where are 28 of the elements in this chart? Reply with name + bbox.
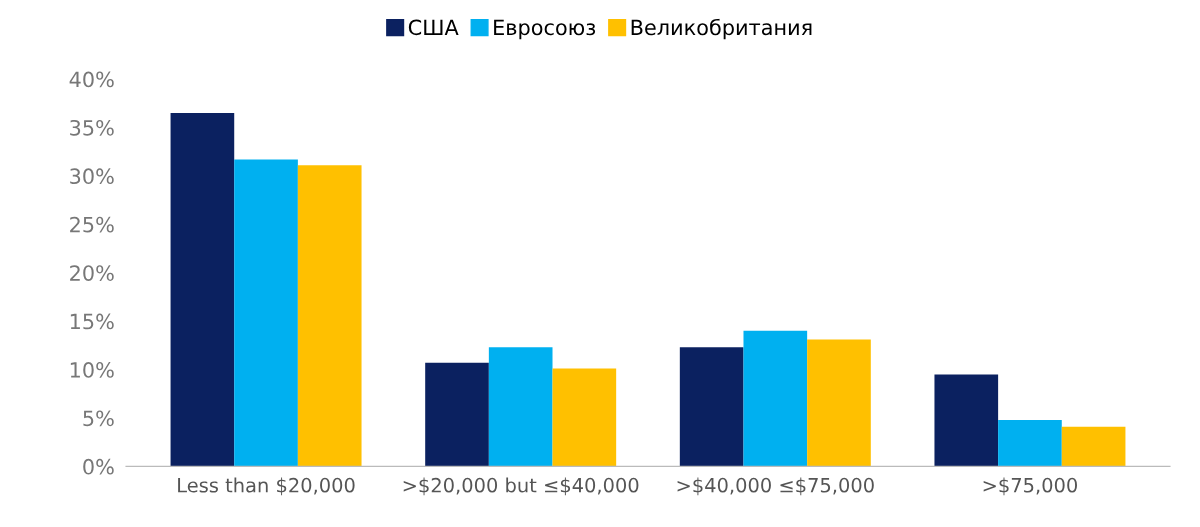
bar [170, 112, 235, 467]
y-tick-label: 0% [83, 458, 114, 475]
y-tick-label: 15% [70, 313, 114, 330]
bar [679, 347, 744, 467]
bar [297, 165, 362, 467]
bar [1061, 426, 1126, 467]
y-tick-label: 35% [70, 119, 114, 136]
y-tick-label: 5% [83, 410, 114, 427]
bar [743, 330, 808, 467]
bar [488, 347, 553, 467]
legend-label: Евросоюз [494, 19, 596, 40]
x-tick-label: >$75,000 [983, 477, 1078, 496]
bar [234, 159, 298, 467]
bar [807, 339, 871, 467]
y-tick-label: 30% [70, 168, 114, 185]
y-tick-label: 10% [70, 362, 114, 378]
legend-label: США [408, 19, 459, 36]
x-tick-label: >$40,000 ≤$75,000 [677, 477, 874, 496]
legend-label: Великобритания [631, 18, 812, 40]
bar [934, 374, 999, 467]
x-tick-label: Less than $20,000 [178, 477, 355, 496]
y-tick-label: 20% [70, 265, 114, 281]
bar [552, 368, 617, 467]
y-tick-label: 25% [70, 216, 114, 233]
bar [425, 362, 489, 467]
bar [998, 419, 1062, 467]
x-tick-label: >$20,000 but ≤$40,000 [403, 477, 639, 496]
y-tick-label: 40% [69, 71, 114, 88]
